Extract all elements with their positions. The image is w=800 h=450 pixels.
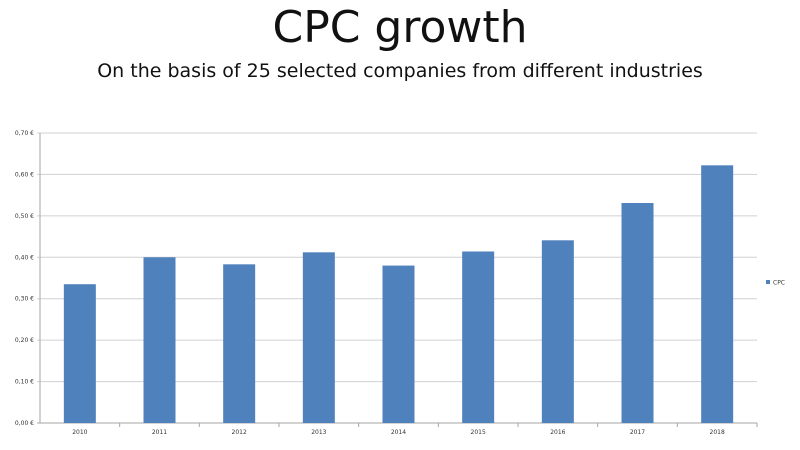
- x-tick-label: 2010: [72, 429, 87, 436]
- bar: [621, 203, 654, 423]
- bar: [223, 264, 256, 423]
- x-tick-label: 2017: [630, 429, 645, 436]
- bar: [541, 240, 574, 423]
- x-tick-label: 2014: [391, 429, 406, 436]
- y-tick-label: 0,60 €: [15, 171, 34, 178]
- bar: [143, 257, 176, 423]
- x-tick-label: 2018: [710, 429, 725, 436]
- x-tick-label: 2011: [152, 429, 167, 436]
- bar: [302, 252, 335, 423]
- y-tick-label: 0,50 €: [15, 213, 34, 220]
- bar: [382, 265, 415, 423]
- x-tick-label: 2015: [471, 429, 486, 436]
- y-tick-label: 0,70 €: [15, 130, 34, 137]
- x-tick-label: 2013: [311, 429, 326, 436]
- x-tick-label: 2016: [550, 429, 565, 436]
- chart-subtitle: On the basis of 25 selected companies fr…: [97, 60, 703, 82]
- x-tick-label: 2012: [232, 429, 247, 436]
- chart-title: CPC growth: [272, 2, 528, 53]
- y-tick-label: 0,30 €: [15, 296, 34, 303]
- y-tick-label: 0,00 €: [15, 420, 34, 427]
- legend-swatch: [766, 280, 770, 284]
- legend-label: CPC: [773, 280, 785, 287]
- y-tick-label: 0,10 €: [15, 379, 34, 386]
- bar: [63, 284, 96, 423]
- y-tick-label: 0,20 €: [15, 337, 34, 344]
- bar: [701, 165, 734, 424]
- bar: [462, 251, 495, 423]
- y-tick-label: 0,40 €: [15, 254, 34, 261]
